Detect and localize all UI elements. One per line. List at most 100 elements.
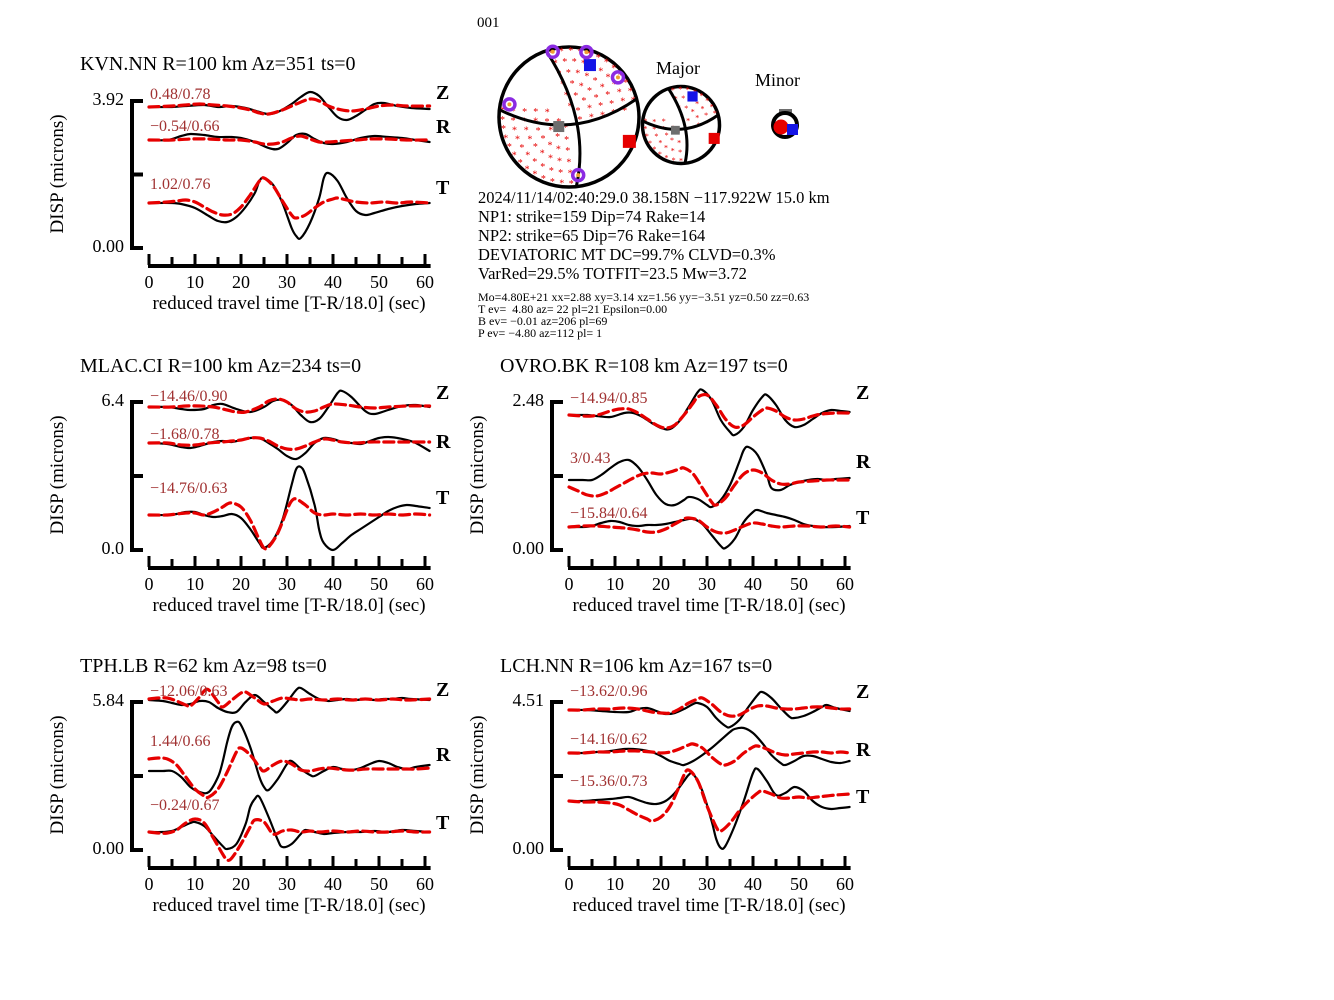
svg-text:*: * xyxy=(579,81,584,92)
x-tick-label-tph-lb-30: 30 xyxy=(278,874,296,894)
trace-tph-lb-t-observed xyxy=(147,794,431,851)
y-axis-label-ovro-bk: DISP (microns) xyxy=(467,415,489,535)
x-tick-label-lch-nn-0: 0 xyxy=(564,874,574,894)
component-label-tph-lb-r: R xyxy=(436,744,451,766)
station-marker-ring xyxy=(570,167,586,183)
y-min-label-kvn-nn: 0.00 xyxy=(92,236,125,256)
x-tick-label-tph-lb-10: 10 xyxy=(186,874,204,894)
svg-text:*: * xyxy=(566,157,571,168)
svg-text:*: * xyxy=(670,136,674,145)
major-dc-beachball-p-axis-marker xyxy=(708,132,720,144)
svg-text:*: * xyxy=(681,94,685,103)
full-mt-beachball-outline xyxy=(497,45,641,189)
svg-text:*: * xyxy=(524,126,529,137)
mt-b-axis-line: B ev= −0.01 az=206 pl=69 xyxy=(478,314,608,328)
x-tick-label-lch-nn-40: 40 xyxy=(744,874,762,894)
minor-clvd-beachball-p-axis-marker xyxy=(773,119,789,135)
svg-text:*: * xyxy=(527,134,532,145)
svg-text:*: * xyxy=(545,107,550,118)
svg-text:*: * xyxy=(684,104,688,113)
trace-tph-lb-z-synthetic xyxy=(147,687,432,709)
trace-kvn-nn-z-synthetic xyxy=(147,97,432,116)
y-max-label-mlac-ci: 6.4 xyxy=(101,390,125,410)
svg-text:*: * xyxy=(512,150,517,161)
svg-text:*: * xyxy=(584,72,589,83)
panel-mlac-ci xyxy=(130,389,432,570)
svg-text:*: * xyxy=(533,107,538,118)
component-label-kvn-nn-r: R xyxy=(436,116,451,138)
svg-text:*: * xyxy=(671,147,675,156)
svg-text:*: * xyxy=(620,97,625,108)
y-max-label-ovro-bk: 2.48 xyxy=(512,390,545,410)
svg-text:*: * xyxy=(593,76,598,87)
svg-text:*: * xyxy=(559,47,564,58)
x-tick-label-tph-lb-40: 40 xyxy=(324,874,342,894)
major-dc-beachball-b-axis-marker xyxy=(670,125,680,135)
panel-lch-nn xyxy=(550,690,852,870)
y-axis-label-lch-nn: DISP (microns) xyxy=(467,715,489,835)
gain-fit-label-kvn-nn-t: 1.02/0.76 xyxy=(150,176,211,193)
component-label-tph-lb-z: Z xyxy=(436,679,450,701)
panel-ovro-bk xyxy=(550,388,852,570)
svg-text:*: * xyxy=(525,151,530,162)
trace-lch-nn-t-observed xyxy=(567,767,851,850)
svg-text:*: * xyxy=(563,123,568,134)
panel-tph-lb xyxy=(130,686,432,870)
run-id-label: 001 xyxy=(477,15,500,31)
svg-text:*: * xyxy=(678,148,682,157)
svg-text:*: * xyxy=(609,99,614,110)
trace-lch-nn-r-observed xyxy=(567,726,851,767)
x-axis-label-kvn-nn: reduced travel time [T-R/18.0] (sec) xyxy=(152,293,426,314)
x-tick-label-kvn-nn-30: 30 xyxy=(278,272,296,292)
svg-text:*: * xyxy=(713,109,717,118)
svg-text:*: * xyxy=(559,179,564,190)
panel-title-tph-lb: TPH.LB R=62 km Az=98 ts=0 xyxy=(80,655,327,677)
x-tick-label-lch-nn-30: 30 xyxy=(698,874,716,894)
svg-text:*: * xyxy=(511,107,516,118)
trace-mlac-ci-t-synthetic xyxy=(147,497,432,551)
mt-p-axis-line: P ev= −4.80 az=112 pl= 1 xyxy=(478,326,603,340)
x-tick-label-ovro-bk-0: 0 xyxy=(564,574,574,594)
svg-text:*: * xyxy=(557,156,562,167)
gain-fit-label-kvn-nn-z: 0.48/0.78 xyxy=(150,86,211,103)
trace-ovro-bk-r-synthetic xyxy=(567,466,852,507)
svg-text:*: * xyxy=(664,143,668,152)
x-axis-label-mlac-ci: reduced travel time [T-R/18.0] (sec) xyxy=(152,595,426,616)
y-min-label-tph-lb: 0.00 xyxy=(92,838,125,858)
station-marker-core xyxy=(576,173,581,178)
gain-fit-label-tph-lb-t: −0.24/0.67 xyxy=(150,797,220,814)
svg-text:*: * xyxy=(536,126,541,137)
y-axis-label-tph-lb: DISP (microns) xyxy=(47,715,69,835)
trace-kvn-nn-t-synthetic xyxy=(147,176,432,220)
y-max-label-lch-nn: 4.51 xyxy=(512,690,545,710)
x-tick-label-lch-nn-20: 20 xyxy=(652,874,670,894)
svg-text:*: * xyxy=(512,126,517,137)
minor-beachball-label: Minor xyxy=(755,70,800,90)
svg-text:*: * xyxy=(596,53,601,64)
component-label-tph-lb-t: T xyxy=(436,812,450,834)
panel-kvn-nn xyxy=(130,90,432,268)
component-label-mlac-ci-r: R xyxy=(436,431,451,453)
svg-text:*: * xyxy=(622,106,627,117)
gain-fit-label-tph-lb-z: −12.06/0.63 xyxy=(150,683,228,700)
svg-text:*: * xyxy=(594,93,599,104)
svg-text:*: * xyxy=(558,168,563,179)
svg-text:*: * xyxy=(652,125,656,134)
y-min-label-mlac-ci: 0.0 xyxy=(101,538,125,558)
x-tick-label-ovro-bk-40: 40 xyxy=(744,574,762,594)
svg-text:*: * xyxy=(577,115,582,126)
trace-ovro-bk-r-observed xyxy=(567,445,851,509)
svg-text:*: * xyxy=(686,86,690,95)
svg-text:*: * xyxy=(541,134,546,145)
station-marker-core xyxy=(550,49,555,54)
svg-text:*: * xyxy=(710,102,714,111)
gain-fit-label-mlac-ci-t: −14.76/0.63 xyxy=(150,480,228,497)
svg-text:*: * xyxy=(503,133,508,144)
svg-text:*: * xyxy=(501,124,506,135)
major-beachball-label: Major xyxy=(656,58,700,78)
full-mt-beachball-t-axis-marker xyxy=(583,59,596,72)
component-label-ovro-bk-z: Z xyxy=(856,382,870,404)
y-max-label-kvn-nn: 3.92 xyxy=(92,89,125,109)
major-dc-beachball-nodal-plane-2 xyxy=(642,113,720,131)
trace-ovro-bk-t-observed xyxy=(567,508,851,550)
